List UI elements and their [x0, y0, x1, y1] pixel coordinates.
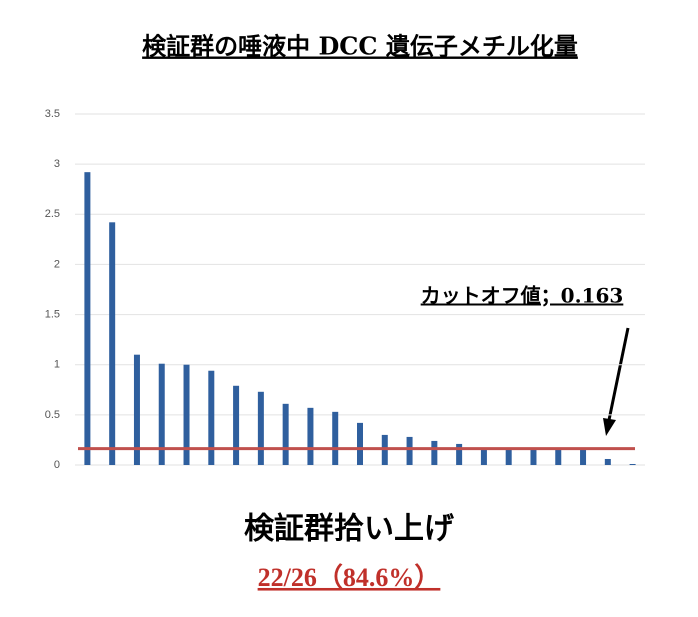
- bar: [555, 447, 562, 465]
- bar: [257, 391, 264, 465]
- bar: [604, 458, 611, 465]
- bar: [431, 440, 438, 465]
- bar: [133, 354, 140, 465]
- footer-text: 検証群拾い上げ: [244, 512, 455, 547]
- bar: [406, 436, 413, 465]
- bar: [109, 222, 116, 465]
- bar: [158, 363, 165, 465]
- bar: [480, 447, 487, 465]
- bar: [629, 463, 636, 465]
- cutoff-label: カットオフ値；0.163: [421, 284, 624, 308]
- bar: [282, 403, 289, 465]
- bar: [357, 422, 363, 465]
- bar: [456, 443, 463, 465]
- y-tick-label: 3: [54, 158, 60, 170]
- y-tick-label: 0.5: [45, 409, 60, 421]
- bar: [84, 172, 91, 465]
- y-tick-label: 3.5: [45, 108, 60, 120]
- bar: [208, 370, 215, 465]
- bar: [580, 448, 587, 465]
- footer-result: 22/26（84.6%）: [258, 563, 441, 592]
- bar: [307, 407, 314, 465]
- y-tick-label: 1: [54, 359, 60, 371]
- arrow-head: [603, 418, 616, 436]
- y-tick-label: 2.5: [45, 208, 60, 220]
- bar: [332, 411, 339, 465]
- bar: [530, 447, 537, 465]
- bar: [233, 385, 240, 465]
- y-tick-label: 0: [54, 459, 60, 471]
- arrow-shaft: [607, 327, 630, 421]
- chart-title: 検証群の唾液中 DCC 遺伝子メチル化量: [142, 32, 578, 61]
- y-tick-label: 2: [54, 258, 60, 270]
- bar: [183, 364, 190, 465]
- bar: [505, 447, 512, 465]
- y-tick-label: 1.5: [45, 308, 60, 320]
